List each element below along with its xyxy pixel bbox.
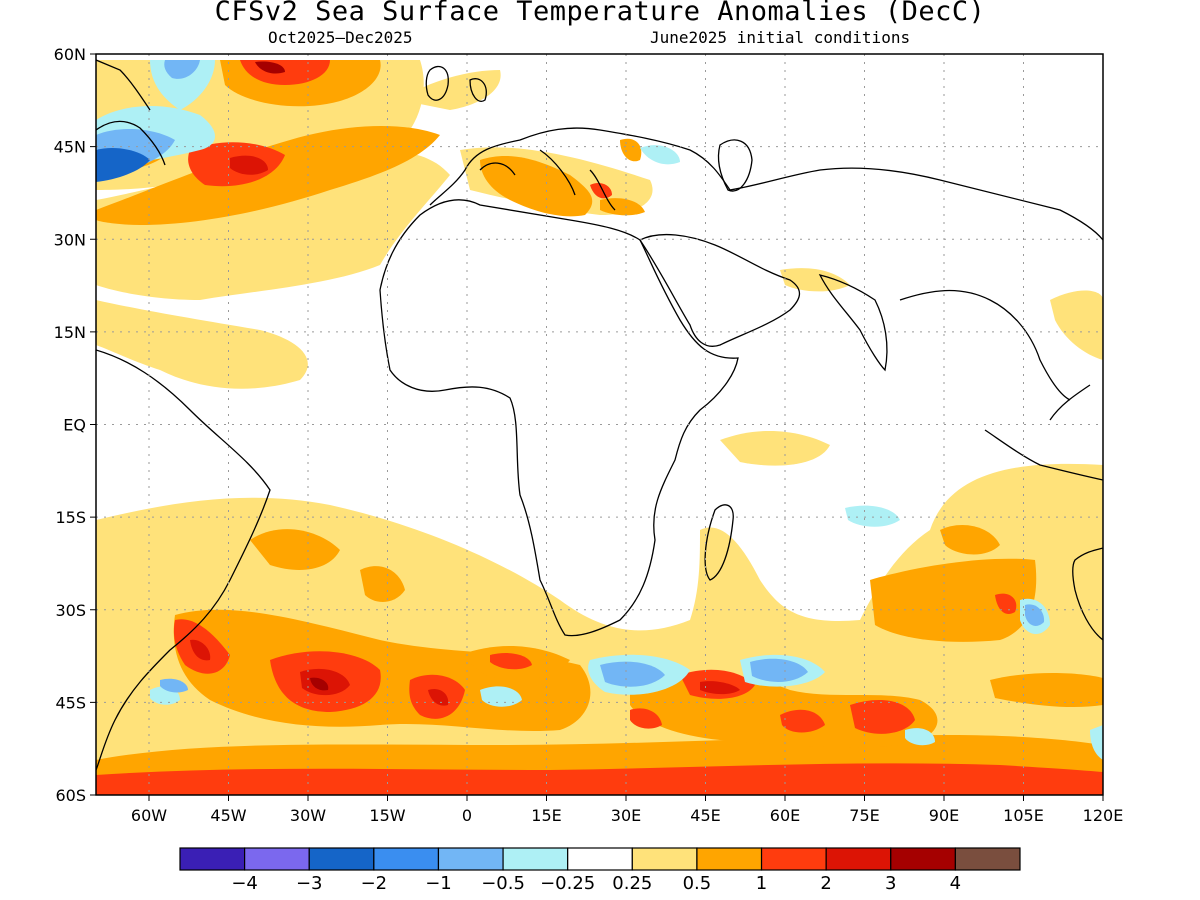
lon-tick-label: 30E — [611, 806, 641, 825]
colorbar-swatch — [954, 847, 1021, 871]
lon-tick-label: 120E — [1083, 806, 1124, 825]
lat-tick-label: 45N — [54, 138, 86, 157]
colorbar-swatch — [179, 847, 246, 871]
map-title: CFSv2 Sea Surface Temperature Anomalies … — [214, 0, 986, 27]
colorbar-label: −3 — [296, 873, 323, 894]
europe-outline — [429, 127, 731, 211]
north-america-outline — [96, 59, 166, 166]
greenland-uk-outline — [425, 65, 487, 102]
colorbar-label: −2 — [361, 873, 388, 894]
colorbar-swatch — [502, 847, 569, 871]
lon-tick-label: 105E — [1003, 806, 1044, 825]
colorbar-swatch — [567, 847, 633, 871]
period-subtitle: Oct2025–Dec2025 — [268, 28, 413, 47]
colorbar-label: 1 — [756, 873, 767, 894]
colorbar-label: 3 — [885, 873, 896, 894]
colorbar: −4 −3 −2 −1 −0.5 −0.25 0.25 0.5 1 2 3 4 — [179, 847, 1021, 894]
colorbar-label: −1 — [425, 873, 452, 894]
colorbar-label: 0.5 — [683, 873, 712, 894]
colorbar-swatch — [437, 847, 504, 871]
indonesia-outline — [984, 384, 1103, 481]
colorbar-label: 4 — [950, 873, 961, 894]
colorbar-swatch — [373, 847, 440, 871]
lat-tick-label: 30N — [54, 230, 86, 249]
lat-tick-label: EQ — [63, 416, 86, 435]
lat-tick-label: 15S — [55, 508, 86, 527]
lat-tick-label: 45S — [55, 693, 86, 712]
middle-east-outline — [639, 233, 801, 347]
south-america-outline — [96, 349, 271, 771]
colorbar-swatch — [631, 847, 698, 871]
lon-tick-label: 60E — [770, 806, 800, 825]
coastlines — [96, 59, 1103, 771]
australia-outline — [1072, 547, 1103, 641]
lat-tick-label: 15N — [54, 323, 86, 342]
lon-tick-label: 60W — [131, 806, 167, 825]
initial-conditions-subtitle: June2025 initial conditions — [650, 28, 911, 47]
colorbar-swatch — [760, 847, 827, 871]
colorbar-swatch — [244, 847, 310, 871]
colorbar-label: 2 — [820, 873, 831, 894]
lon-tick-label: 90E — [929, 806, 959, 825]
lon-tick-label: 30W — [290, 806, 326, 825]
anomaly-dark-blue — [96, 148, 150, 182]
axis-ticks: 60N 45N 30N 15N EQ 15S 30S 45S 60S 60W 45W 30W 15W 0 1… — [54, 45, 1124, 825]
lon-tick-label: 45W — [210, 806, 246, 825]
india-outline — [818, 274, 888, 372]
colorbar-label: −0.5 — [481, 873, 525, 894]
colorbar-label: −4 — [231, 873, 258, 894]
lat-tick-label: 60N — [54, 45, 86, 64]
lon-tick-label: 45E — [690, 806, 720, 825]
asia-outline — [729, 167, 1103, 401]
lat-tick-label: 60S — [55, 786, 86, 805]
colorbar-label: 0.25 — [612, 873, 652, 894]
anomaly-field — [96, 60, 1103, 795]
colorbar-swatch — [696, 847, 763, 871]
lon-tick-label: 15W — [369, 806, 405, 825]
caspian-outline — [717, 139, 753, 192]
africa-outline — [379, 199, 739, 637]
lat-tick-label: 30S — [55, 601, 86, 620]
lon-tick-label: 0 — [462, 806, 472, 825]
gridlines — [96, 54, 1103, 795]
colorbar-label: −0.25 — [540, 873, 595, 894]
anomaly-maroon — [255, 61, 329, 691]
lon-tick-label: 75E — [849, 806, 879, 825]
lon-tick-label: 15E — [531, 806, 561, 825]
colorbar-swatch — [890, 847, 956, 871]
colorbar-swatch — [308, 847, 375, 871]
colorbar-swatch — [825, 847, 892, 871]
